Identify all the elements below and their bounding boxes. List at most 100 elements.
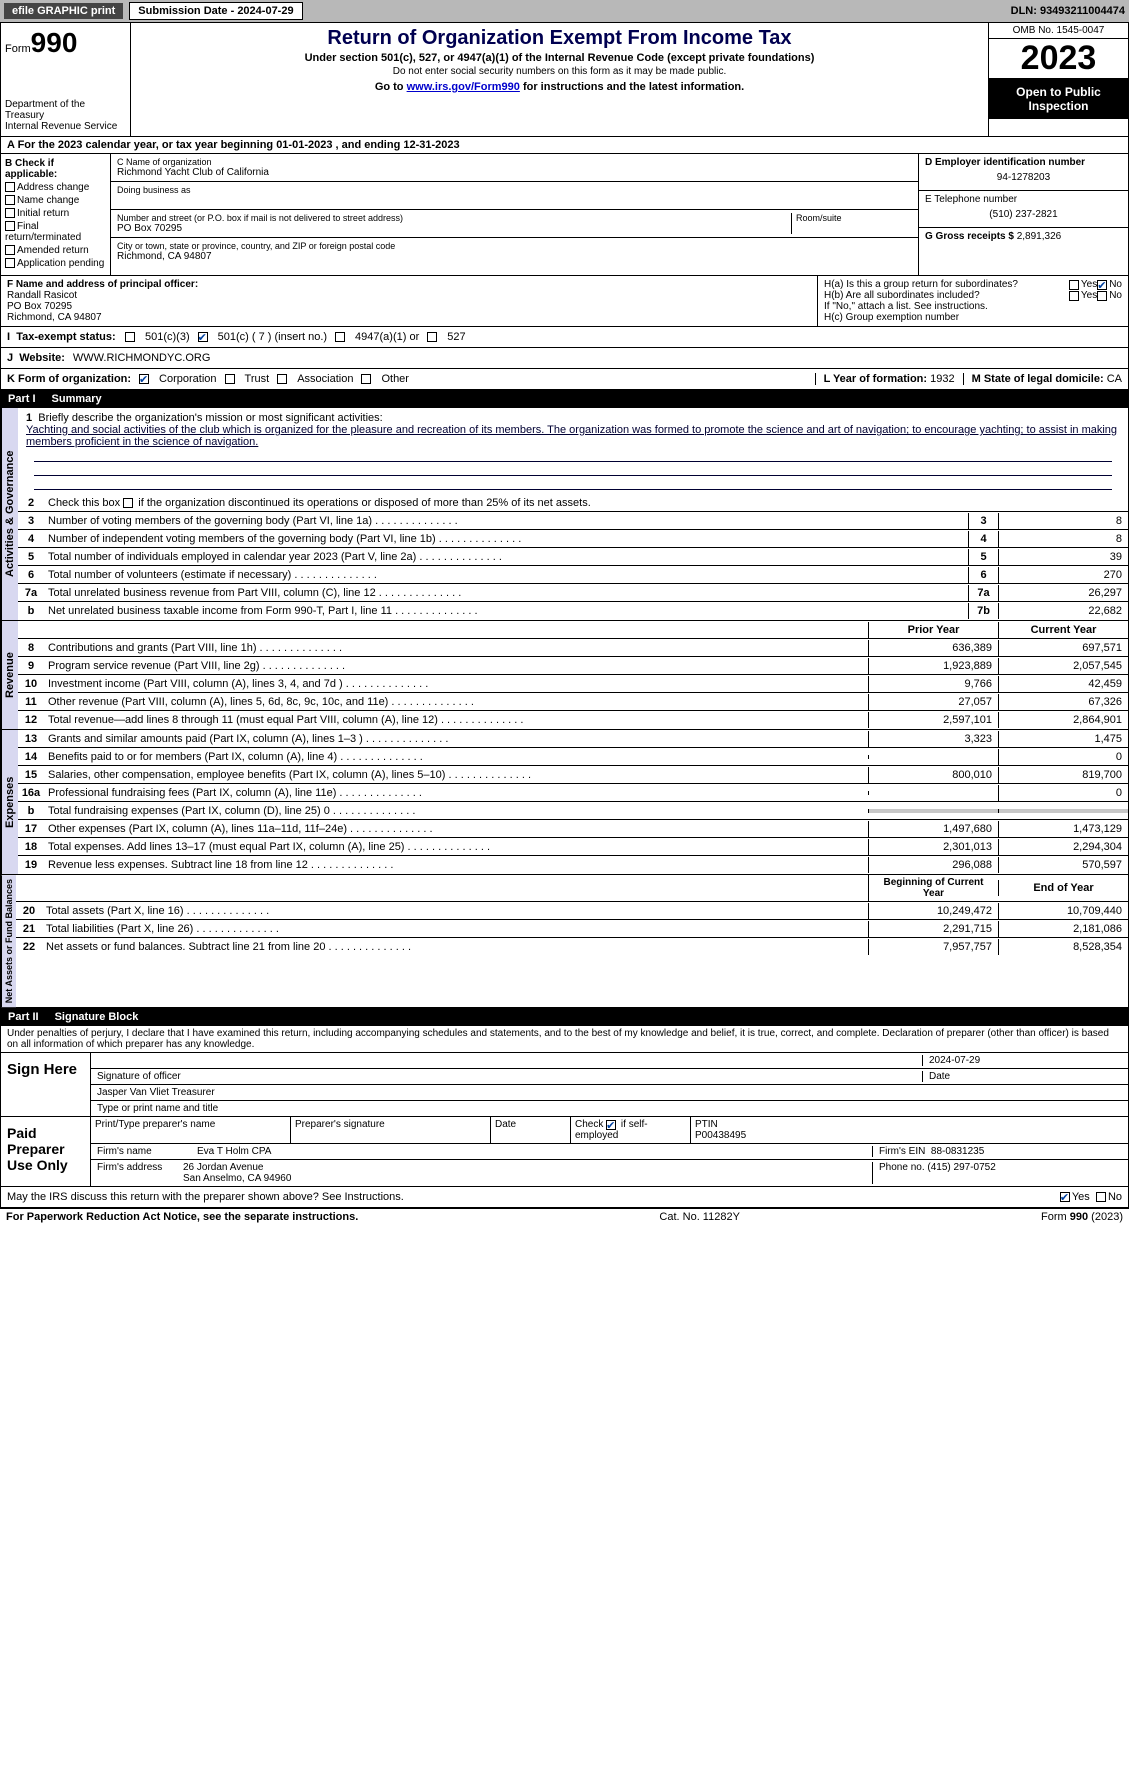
firm-ein-label: Firm's EIN	[879, 1146, 925, 1157]
chk-trust[interactable]	[225, 374, 235, 384]
lbl-527: 527	[447, 331, 465, 343]
sign-date: 2024-07-29	[922, 1055, 1122, 1066]
officer-name: Randall Rasicot	[7, 290, 811, 301]
part1-title: Summary	[52, 393, 102, 405]
shaded-cell	[868, 809, 998, 813]
lbl-4947: 4947(a)(1) or	[355, 331, 419, 343]
end-year-header: End of Year	[998, 880, 1128, 896]
prior-value: 2,597,101	[868, 712, 998, 728]
paid-preparer-section: Paid Preparer Use Only Print/Type prepar…	[0, 1117, 1129, 1187]
end-value: 8,528,354	[998, 939, 1128, 955]
submission-date: Submission Date - 2024-07-29	[129, 2, 302, 20]
prior-value: 9,766	[868, 676, 998, 692]
lbl-name-change: Name change	[17, 195, 79, 206]
chk-discuss-yes[interactable]	[1060, 1192, 1070, 1202]
line-num: 4	[18, 531, 44, 547]
chk-hb-no[interactable]	[1097, 291, 1107, 301]
chk-app-pending[interactable]	[5, 258, 15, 268]
paperwork-notice: For Paperwork Reduction Act Notice, see …	[6, 1211, 358, 1223]
officer-label: F Name and address of principal officer:	[7, 279, 811, 290]
lbl-yes: Yes	[1081, 279, 1097, 290]
line2-text: Check this box if the organization disco…	[44, 495, 1128, 511]
chk-501c3[interactable]	[125, 332, 135, 342]
form-title: Return of Organization Exempt From Incom…	[139, 27, 980, 50]
tax-status-label: I Tax-exempt status:	[7, 331, 117, 343]
page-footer: For Paperwork Reduction Act Notice, see …	[0, 1208, 1129, 1225]
line-num: 17	[18, 821, 44, 837]
prior-value	[868, 791, 998, 795]
line-num: 22	[16, 939, 42, 955]
line-box: 4	[968, 531, 998, 547]
chk-corp[interactable]	[139, 374, 149, 384]
chk-ha-yes[interactable]	[1069, 280, 1079, 290]
chk-discuss-no[interactable]	[1096, 1192, 1106, 1202]
chk-501c[interactable]	[198, 332, 208, 342]
chk-hb-yes[interactable]	[1069, 291, 1079, 301]
current-value: 2,864,901	[998, 712, 1128, 728]
chk-discontinued[interactable]	[123, 498, 133, 508]
lbl-501c3: 501(c)(3)	[145, 331, 190, 343]
current-year-header: Current Year	[998, 622, 1128, 638]
line-num: 19	[18, 857, 44, 873]
paid-preparer-label: Paid Preparer Use Only	[1, 1117, 91, 1186]
revenue-section: Revenue Prior YearCurrent Year 8Contribu…	[0, 621, 1129, 730]
line-text: Total expenses. Add lines 13–17 (must eq…	[44, 839, 868, 855]
officer-addr2: Richmond, CA 94807	[7, 312, 811, 323]
line-text: Total revenue—add lines 8 through 11 (mu…	[44, 712, 868, 728]
website-row: J Website: WWW.RICHMONDYC.ORG	[0, 348, 1129, 369]
current-value: 1,473,129	[998, 821, 1128, 837]
chk-4947[interactable]	[335, 332, 345, 342]
line-num: b	[18, 603, 44, 619]
topbar: efile GRAPHIC print Submission Date - 20…	[0, 0, 1129, 22]
mission-text: Yachting and social activities of the cl…	[26, 424, 1117, 448]
omb-number: OMB No. 1545-0047	[989, 23, 1128, 39]
firm-phone-label: Phone no.	[879, 1162, 925, 1173]
chk-amended[interactable]	[5, 245, 15, 255]
date-label: Date	[922, 1071, 1122, 1082]
chk-name-change[interactable]	[5, 195, 15, 205]
lbl-address-change: Address change	[17, 182, 89, 193]
chk-final-return[interactable]	[5, 221, 15, 231]
firm-name: Eva T Holm CPA	[177, 1146, 872, 1157]
current-value: 819,700	[998, 767, 1128, 783]
irs-form990-link[interactable]: www.irs.gov/Form990	[407, 81, 520, 93]
chk-527[interactable]	[427, 332, 437, 342]
efile-print-button[interactable]: efile GRAPHIC print	[4, 3, 123, 19]
chk-self-employed[interactable]	[606, 1120, 616, 1130]
entity-info-grid: B Check if applicable: Address change Na…	[0, 154, 1129, 276]
prior-value: 3,323	[868, 731, 998, 747]
end-value: 10,709,440	[998, 903, 1128, 919]
line-num: 6	[18, 567, 44, 583]
form-footer-label: Form 990 (2023)	[1041, 1211, 1123, 1223]
prior-value: 1,497,680	[868, 821, 998, 837]
end-value: 2,181,086	[998, 921, 1128, 937]
year-formation: 1932	[930, 373, 954, 385]
chk-address-change[interactable]	[5, 182, 15, 192]
line-num: 5	[18, 549, 44, 565]
hb-note: If "No," attach a list. See instructions…	[824, 301, 1122, 312]
line-num: 11	[18, 694, 44, 710]
line-text: Program service revenue (Part VIII, line…	[44, 658, 868, 674]
line-box: 6	[968, 567, 998, 583]
prior-value: 636,389	[868, 640, 998, 656]
line-text: Salaries, other compensation, employee b…	[44, 767, 868, 783]
chk-initial-return[interactable]	[5, 208, 15, 218]
line-text: Investment income (Part VIII, column (A)…	[44, 676, 868, 692]
line-text: Other expenses (Part IX, column (A), lin…	[44, 821, 868, 837]
line-text: Net unrelated business taxable income fr…	[44, 603, 968, 619]
prior-year-header: Prior Year	[868, 622, 998, 638]
lbl-amended: Amended return	[17, 245, 89, 256]
org-name: Richmond Yacht Club of California	[117, 167, 912, 178]
chk-ha-no[interactable]	[1097, 280, 1107, 290]
chk-assoc[interactable]	[277, 374, 287, 384]
line-num: 7a	[18, 585, 44, 601]
begin-value: 7,957,757	[868, 939, 998, 955]
open-public-badge: Open to Public Inspection	[989, 79, 1128, 119]
link-post: for instructions and the latest informat…	[520, 81, 744, 93]
line-num: 13	[18, 731, 44, 747]
chk-other[interactable]	[361, 374, 371, 384]
line-value: 8	[998, 531, 1128, 547]
officer-addr1: PO Box 70295	[7, 301, 811, 312]
city-state-zip: Richmond, CA 94807	[117, 251, 912, 262]
addr-label: Number and street (or P.O. box if mail i…	[117, 213, 787, 223]
